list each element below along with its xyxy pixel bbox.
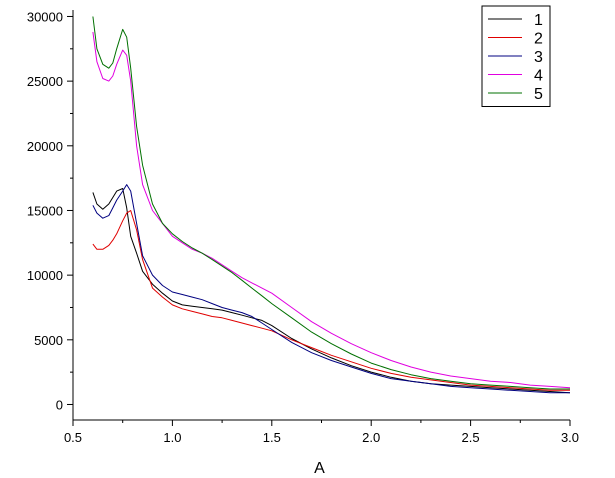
legend-label: 3 [534, 49, 543, 66]
x-tick-label: 0.5 [64, 430, 82, 445]
x-tick-label: 1.5 [263, 430, 281, 445]
x-tick-label: 2.0 [362, 430, 380, 445]
y-tick-label: 0 [56, 397, 63, 412]
series-line-2 [92, 210, 570, 391]
x-axis-ticks: 0.5 1.0 1.5 2.0 2.5 3.0 [64, 420, 579, 445]
series-lines [92, 16, 571, 394]
legend-label: 4 [534, 68, 543, 85]
legend: 1 23 45 [481, 5, 551, 107]
x-tick-label: 1.0 [163, 430, 181, 445]
series-line-4 [92, 31, 571, 389]
y-tick-label: 30000 [27, 9, 63, 24]
legend-label: 2 [534, 31, 543, 48]
y-tick-label: 10000 [27, 268, 63, 283]
series-line-5 [92, 16, 570, 390]
x-axis-title: A [314, 460, 325, 477]
series-line-3 [92, 184, 570, 394]
legend-label: 1 [534, 12, 543, 29]
y-tick-label: 25000 [27, 74, 63, 89]
y-tick-label: 5000 [34, 333, 63, 348]
legend-label: 5 [534, 86, 543, 103]
y-axis-ticks: 0 5000 10000 15000 20000 25000 30000 [27, 9, 73, 412]
x-tick-label: 3.0 [561, 430, 579, 445]
series-line-1 [92, 188, 571, 394]
y-tick-label: 15000 [27, 203, 63, 218]
y-tick-label: 20000 [27, 139, 63, 154]
x-tick-label: 2.5 [462, 430, 480, 445]
